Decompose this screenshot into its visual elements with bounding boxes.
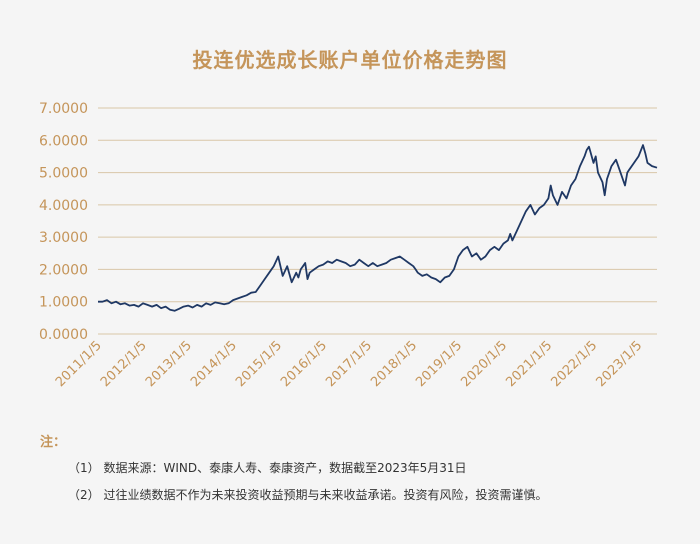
series-line bbox=[98, 144, 658, 312]
x-tick-label: 2013/1/5 bbox=[143, 338, 195, 390]
x-tick-label: 2015/1/5 bbox=[233, 338, 285, 390]
x-tick-label: 2014/1/5 bbox=[188, 338, 240, 390]
x-tick-label: 2018/1/5 bbox=[368, 338, 420, 390]
y-tick-label: 2.0000 bbox=[39, 262, 88, 278]
y-tick-label: 1.0000 bbox=[39, 295, 88, 311]
x-tick-label: 2012/1/5 bbox=[98, 338, 150, 390]
y-tick-label: 6.0000 bbox=[39, 133, 88, 149]
x-tick-label: 2019/1/5 bbox=[413, 338, 465, 390]
x-tick-label: 2016/1/5 bbox=[278, 338, 330, 390]
y-tick-label: 7.0000 bbox=[39, 101, 88, 117]
y-tick-label: 4.0000 bbox=[39, 198, 88, 214]
x-tick-label: 2021/1/5 bbox=[503, 338, 555, 390]
y-tick-label: 0.0000 bbox=[39, 327, 88, 343]
series-layer bbox=[98, 144, 658, 312]
x-axis-ticks: 2011/1/52012/1/52013/1/52014/1/52015/1/5… bbox=[53, 338, 645, 390]
y-tick-label: 5.0000 bbox=[39, 166, 88, 182]
x-tick-label: 2011/1/5 bbox=[53, 338, 105, 390]
note-disclaimer: （2） 过往业绩数据不作为未来投资收益预期与未来收益承诺。投资有风险，投资需谨慎… bbox=[68, 488, 548, 502]
line-chart: 0.0000 1.0000 2.0000 3.0000 4.0000 5.0000 6.00… bbox=[39, 101, 658, 390]
chart-title: 投连优选成长账户单位价格走势图 bbox=[192, 48, 508, 72]
y-tick-label: 3.0000 bbox=[39, 230, 88, 246]
grid-lines bbox=[98, 107, 657, 335]
x-tick-label: 2022/1/5 bbox=[548, 338, 600, 390]
y-axis-ticks: 0.0000 1.0000 2.0000 3.0000 4.0000 5.0000 6.00… bbox=[39, 101, 88, 343]
x-tick-label: 2017/1/5 bbox=[323, 338, 375, 390]
x-tick-label: 2023/1/5 bbox=[593, 338, 645, 390]
x-tick-label: 2020/1/5 bbox=[458, 338, 510, 390]
note-data-source: （1） 数据来源：WIND、泰康人寿、泰康资产，数据截至2023年5月31日 bbox=[68, 461, 467, 475]
notes-title: 注： bbox=[40, 435, 67, 450]
